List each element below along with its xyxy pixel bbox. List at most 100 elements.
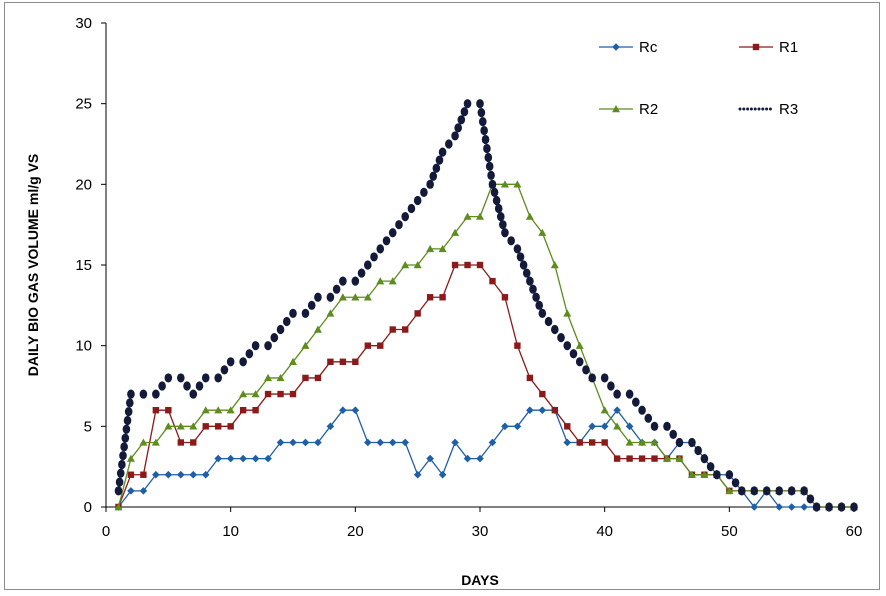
data-point bbox=[632, 397, 640, 407]
data-point bbox=[351, 406, 360, 414]
data-point bbox=[119, 451, 127, 461]
data-point bbox=[626, 455, 633, 462]
legend-swatch bbox=[749, 107, 753, 111]
data-point bbox=[762, 486, 771, 496]
data-point bbox=[513, 422, 522, 431]
data-point bbox=[189, 422, 198, 430]
data-point bbox=[401, 438, 409, 447]
data-point bbox=[613, 422, 622, 430]
data-point bbox=[332, 284, 341, 294]
data-point bbox=[239, 357, 247, 367]
data-point bbox=[426, 244, 435, 253]
data-point bbox=[601, 439, 608, 446]
data-point bbox=[289, 390, 297, 398]
data-point bbox=[700, 470, 709, 478]
data-point bbox=[326, 309, 335, 317]
data-point bbox=[115, 477, 124, 487]
data-point bbox=[301, 341, 310, 349]
data-point bbox=[694, 445, 702, 456]
data-point bbox=[276, 373, 285, 382]
data-point bbox=[302, 374, 309, 382]
data-point bbox=[490, 187, 499, 197]
data-point bbox=[526, 276, 534, 286]
data-point bbox=[451, 261, 459, 269]
data-point bbox=[787, 486, 796, 496]
data-point bbox=[376, 244, 385, 254]
data-point bbox=[529, 284, 537, 294]
data-point bbox=[588, 422, 596, 431]
y-axis-title: DAILY BIO GAS VOLUME ml/g VS bbox=[25, 154, 41, 376]
legend-item-r1: R1 bbox=[739, 39, 798, 56]
data-point bbox=[638, 455, 646, 462]
data-point bbox=[382, 236, 391, 246]
data-point bbox=[116, 468, 125, 478]
data-point bbox=[638, 405, 646, 415]
data-point bbox=[451, 131, 459, 141]
data-point bbox=[582, 365, 590, 375]
y-tick-label: 30 bbox=[75, 15, 92, 32]
data-point bbox=[496, 212, 505, 222]
legend-label: R3 bbox=[779, 101, 798, 118]
data-point bbox=[239, 454, 247, 463]
data-point bbox=[190, 439, 197, 446]
data-point bbox=[589, 439, 596, 446]
data-point bbox=[669, 429, 678, 439]
data-point bbox=[364, 260, 372, 270]
y-tick-label: 20 bbox=[75, 176, 92, 193]
data-point bbox=[114, 486, 123, 496]
data-point bbox=[327, 358, 334, 365]
data-point bbox=[176, 422, 185, 430]
data-point bbox=[282, 316, 291, 327]
data-point bbox=[700, 454, 709, 464]
y-tick-label: 25 bbox=[75, 96, 92, 113]
x-tick-label: 0 bbox=[102, 523, 110, 540]
data-point bbox=[457, 115, 466, 125]
data-point bbox=[483, 143, 491, 154]
data-point bbox=[414, 310, 421, 317]
data-point bbox=[713, 470, 721, 480]
data-point bbox=[429, 171, 438, 181]
legend-item-r2: R2 bbox=[599, 101, 658, 118]
data-point bbox=[600, 406, 609, 414]
data-point bbox=[750, 503, 759, 511]
y-tick-label: 0 bbox=[84, 499, 92, 516]
data-point bbox=[551, 407, 558, 414]
legend-swatch bbox=[753, 107, 757, 111]
data-point bbox=[314, 438, 322, 447]
x-tick-label: 10 bbox=[222, 523, 239, 540]
data-point bbox=[725, 486, 734, 495]
legend-swatch bbox=[765, 107, 769, 111]
data-point bbox=[613, 455, 621, 462]
data-point bbox=[481, 134, 490, 145]
data-point bbox=[139, 389, 148, 399]
x-tick-label: 30 bbox=[472, 523, 489, 540]
data-point bbox=[607, 381, 615, 391]
data-point bbox=[460, 107, 469, 117]
y-tick-label: 5 bbox=[84, 418, 92, 435]
data-point bbox=[464, 261, 471, 269]
x-tick-label: 20 bbox=[347, 523, 364, 540]
data-point bbox=[326, 422, 335, 431]
data-point bbox=[837, 502, 846, 512]
data-point bbox=[485, 161, 494, 172]
data-point bbox=[463, 454, 472, 463]
series-r3 bbox=[114, 99, 858, 512]
y-tick-label: 10 bbox=[75, 338, 92, 355]
data-point bbox=[435, 155, 444, 165]
data-point bbox=[139, 487, 148, 495]
data-point bbox=[850, 502, 858, 512]
legend-swatch bbox=[742, 107, 746, 111]
chart-frame: 0 10 20 30 40 50 60 0 5 10 15 20 25 30 Rc R1 R2 R3 DAYS … bbox=[4, 2, 880, 590]
data-point bbox=[613, 389, 621, 399]
data-point bbox=[489, 277, 496, 285]
data-point bbox=[525, 212, 534, 220]
data-point bbox=[588, 373, 596, 383]
data-point bbox=[812, 502, 821, 512]
legend-item-rc: Rc bbox=[599, 39, 658, 56]
data-point bbox=[600, 373, 609, 383]
data-point bbox=[488, 179, 497, 189]
data-point bbox=[688, 437, 696, 448]
legend-item-r3: R3 bbox=[738, 101, 798, 118]
data-point bbox=[487, 170, 495, 180]
legend: Rc R1 R2 R3 bbox=[599, 39, 798, 118]
